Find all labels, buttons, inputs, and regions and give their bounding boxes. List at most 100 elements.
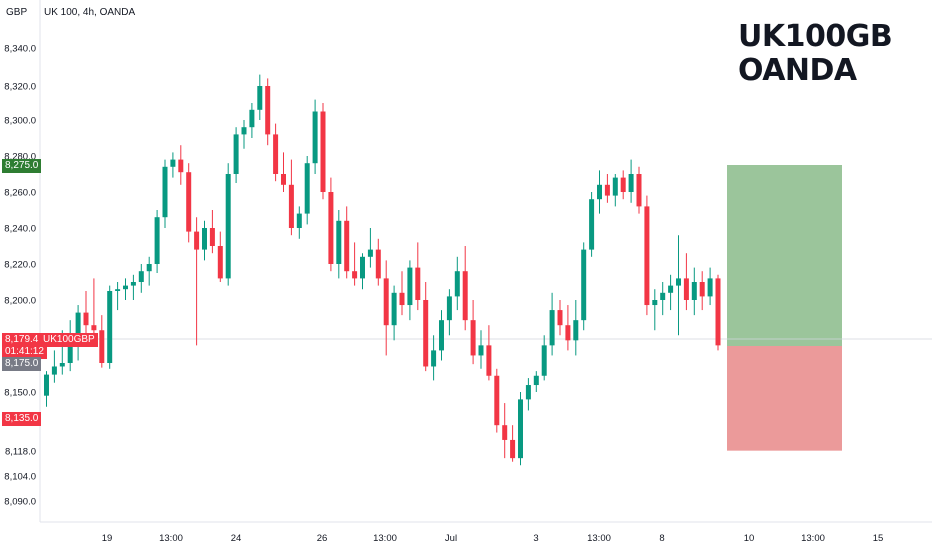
candle <box>344 206 350 279</box>
time-tick-label: 13:00 <box>373 533 397 544</box>
price-tick-label: 8,220.0 <box>4 260 36 271</box>
time-axis[interactable]: 19 13:00 24 26 13:00 Jul 3 13:00 8 10 13:00 15 <box>102 533 884 544</box>
watermark-line-2: OANDA <box>738 53 857 88</box>
time-tick-label: 19 <box>102 533 113 544</box>
candle <box>304 156 310 225</box>
candle <box>399 271 405 316</box>
countdown-badge: 01:41:12 <box>2 345 47 359</box>
candle <box>170 152 176 178</box>
candle <box>541 335 547 381</box>
candle <box>130 274 136 300</box>
candle <box>510 425 516 462</box>
candle <box>660 282 666 316</box>
candle <box>486 325 492 381</box>
time-tick-label: 13:00 <box>801 533 825 544</box>
candles-layer <box>44 74 721 466</box>
candle <box>360 253 365 290</box>
time-tick-label: 24 <box>231 533 242 544</box>
candle <box>439 310 444 361</box>
candle <box>525 378 531 411</box>
candle <box>123 278 128 300</box>
candle <box>202 220 207 261</box>
candle <box>391 285 397 341</box>
candle <box>225 163 231 286</box>
candle <box>241 120 247 149</box>
candle <box>454 256 460 311</box>
candle <box>573 300 579 356</box>
candle <box>407 260 413 321</box>
candle <box>296 206 302 239</box>
candle <box>194 217 200 346</box>
price-tick-label: 8,118.0 <box>5 447 36 458</box>
candle <box>257 74 263 120</box>
candle <box>620 170 626 200</box>
candle <box>265 78 271 146</box>
candle <box>589 192 595 257</box>
candle <box>652 289 658 331</box>
candle <box>186 163 192 243</box>
candle <box>533 371 539 392</box>
candle <box>75 305 81 361</box>
candle <box>383 260 389 356</box>
candle <box>328 177 334 272</box>
candle <box>604 174 610 203</box>
candle <box>375 238 381 286</box>
candle <box>115 282 121 311</box>
time-tick-label: 13:00 <box>587 533 611 544</box>
candle <box>288 159 294 236</box>
symbol-watermark: UK100GB OANDA <box>738 19 893 88</box>
price-tick-label: 8,260.0 <box>4 188 36 199</box>
candle <box>565 305 571 351</box>
candle <box>628 159 634 203</box>
candle <box>557 300 563 336</box>
price-tick-label: 8,320.0 <box>4 82 36 93</box>
candle <box>549 292 555 356</box>
stop-loss-zone[interactable] <box>727 346 842 451</box>
candle <box>249 103 255 138</box>
candle <box>312 99 318 174</box>
candle <box>209 210 215 254</box>
candle <box>51 350 57 383</box>
take-profit-zone[interactable] <box>727 165 842 346</box>
candle <box>612 174 618 207</box>
price-axis[interactable]: 8,340.0 8,320.0 8,300.0 8,280.0 8,260.0 8,240… <box>4 44 36 508</box>
time-tick-label: 10 <box>744 533 755 544</box>
long-position-tool[interactable] <box>727 165 842 451</box>
take-profit-badge: 8,275.0 <box>2 159 42 173</box>
currency-label: GBP <box>6 7 28 18</box>
time-tick-label: 13:00 <box>159 533 183 544</box>
chart-header: GBP UK 100, 4h, OANDA <box>6 7 135 18</box>
candle <box>178 145 184 185</box>
candle <box>502 403 508 459</box>
candle <box>636 166 642 214</box>
candle <box>446 289 452 336</box>
price-tick-label: 8,280.0 <box>4 152 36 163</box>
time-tick-label: 8 <box>659 533 664 544</box>
symbol-info[interactable]: UK 100, 4h, OANDA <box>44 7 136 18</box>
candle <box>138 264 144 293</box>
candle <box>162 159 168 228</box>
candle <box>707 267 713 306</box>
candle <box>470 300 476 365</box>
price-tick-label: 8,104.0 <box>4 472 36 483</box>
candle <box>462 246 468 331</box>
candle <box>154 210 160 273</box>
candle <box>320 103 326 200</box>
candle <box>518 392 523 466</box>
candle <box>83 291 89 336</box>
candle <box>99 315 105 368</box>
time-tick-label: 3 <box>533 533 538 544</box>
candle <box>581 242 587 331</box>
candle <box>699 271 705 311</box>
price-tick-label: 8,200.0 <box>4 296 36 307</box>
price-tick-label: 8,090.0 <box>4 497 36 508</box>
watermark-line-1: UK100GB <box>738 19 893 54</box>
stop-loss-badge: 8,135.0 <box>2 412 42 426</box>
time-tick-label: Jul <box>445 533 457 544</box>
candle <box>668 274 674 311</box>
candle <box>91 278 97 338</box>
entry-price-badge: 8,175.0 <box>2 357 42 371</box>
price-tick-label: 8,300.0 <box>4 116 36 127</box>
candle <box>415 242 421 311</box>
